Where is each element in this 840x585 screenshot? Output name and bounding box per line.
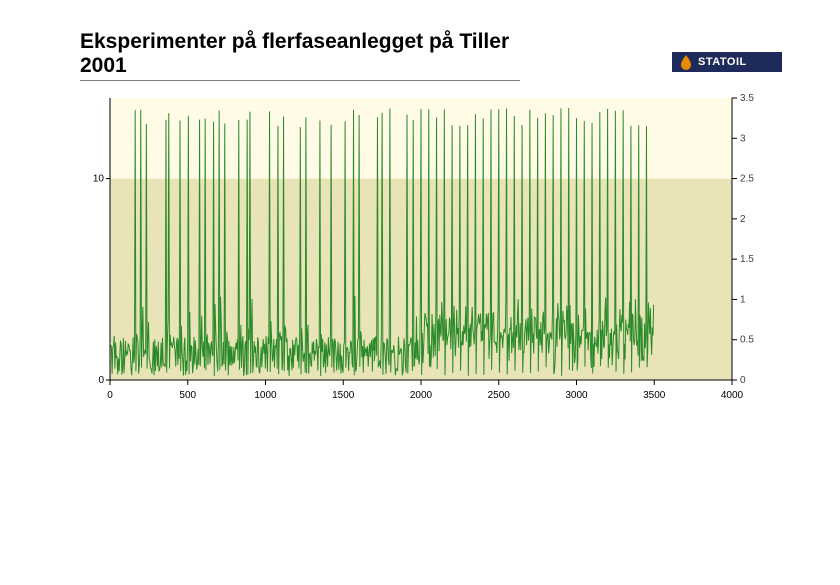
x-tick-label: 1000 xyxy=(254,390,277,401)
statoil-drop-icon xyxy=(678,54,694,70)
x-tick-label: 4000 xyxy=(721,390,744,401)
y-right-tick-label: 3.5 xyxy=(740,93,754,104)
logo-text: STATOIL xyxy=(698,56,747,68)
y-left-tick-label: 10 xyxy=(93,174,105,185)
page-title: Eksperimenter på flerfaseanlegget på Til… xyxy=(80,30,520,81)
oscillation-chart: 0500100015002000250030003500400001000.51… xyxy=(80,90,780,390)
x-tick-label: 3500 xyxy=(643,390,666,401)
y-right-tick-label: 1.5 xyxy=(740,254,754,265)
y-right-tick-label: 2 xyxy=(740,214,746,225)
x-tick-label: 2000 xyxy=(410,390,433,401)
y-left-tick-label: 0 xyxy=(98,375,104,386)
y-right-tick-label: 0 xyxy=(740,375,746,386)
y-right-tick-label: 3 xyxy=(740,133,746,144)
x-tick-label: 0 xyxy=(107,390,113,401)
x-tick-label: 500 xyxy=(179,390,196,401)
statoil-logo: STATOIL xyxy=(672,52,782,72)
y-right-tick-label: 1 xyxy=(740,294,746,305)
y-right-tick-label: 2.5 xyxy=(740,174,754,185)
y-right-tick-label: 0.5 xyxy=(740,335,754,346)
x-tick-label: 2500 xyxy=(488,390,511,401)
x-tick-label: 3000 xyxy=(565,390,588,401)
x-tick-label: 1500 xyxy=(332,390,355,401)
